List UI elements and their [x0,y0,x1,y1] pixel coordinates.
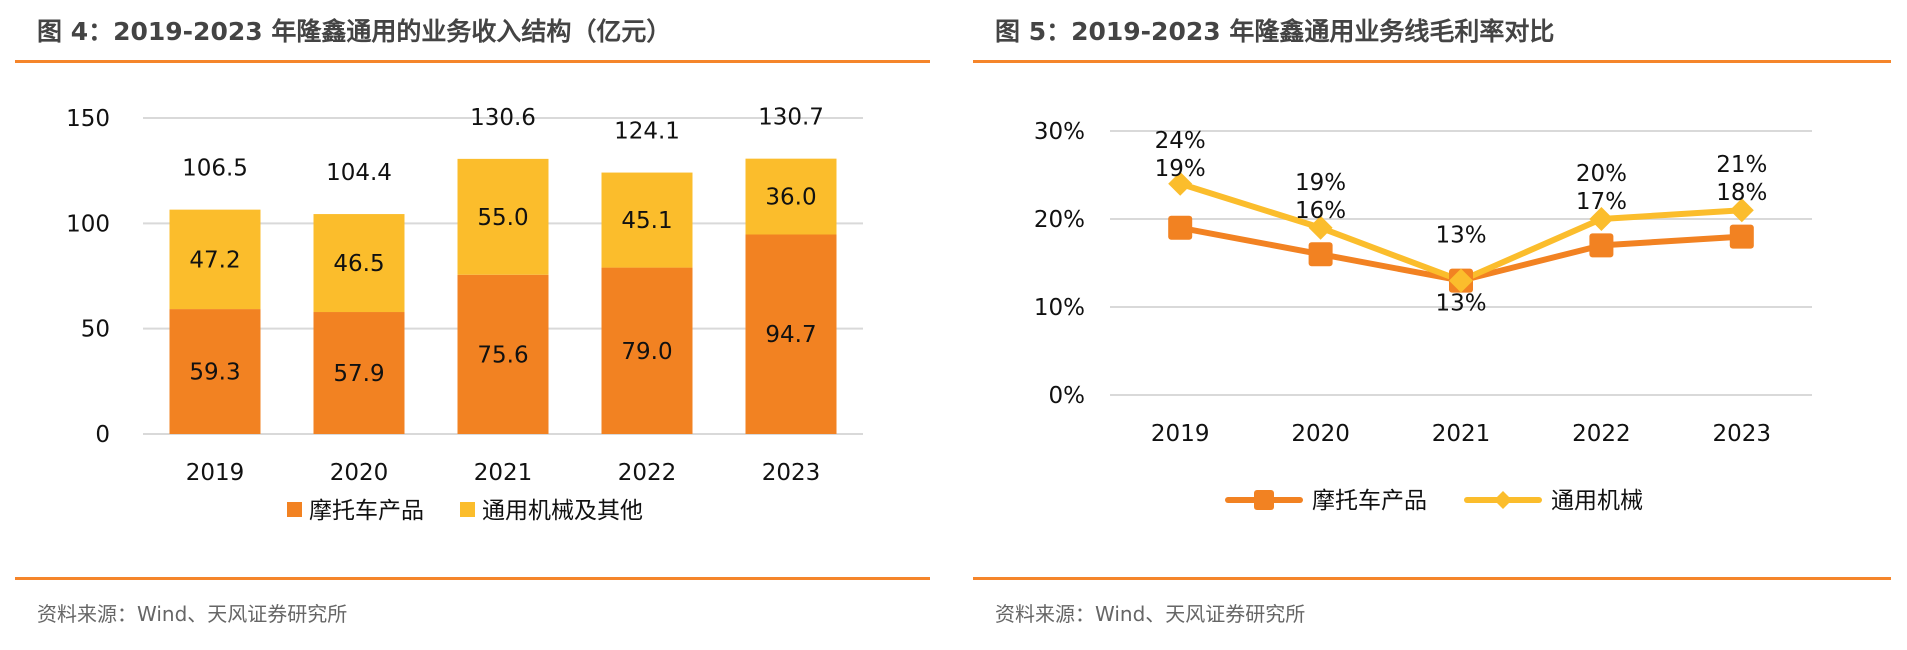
y-tick-label: 50 [81,317,110,343]
legend-swatch [460,502,475,517]
y-tick-label: 30% [1034,119,1085,145]
source-divider [15,577,930,580]
revenue-stacked-bar-chart: 0 50 100 150 59.3 47.2 106.5 2019 57.9 46.5 104.4 2… [66,105,863,524]
figure-5-panel: 图 5：2019-2023 年隆鑫通用业务线毛利率对比 0% 10% 20% 30% 2… [973,0,1891,650]
x-tick-label: 2019 [186,460,245,486]
y-tick-label: 10% [1034,295,1085,321]
marker-square [1589,233,1614,258]
data-label-general: 20% [1576,161,1627,187]
bar-segment-moto [457,274,549,434]
bar-segment-moto [745,234,837,434]
data-label-general: 24% [1155,128,1206,154]
marker-diamond [1589,207,1614,231]
source-note: 资料来源：Wind、天风证券研究所 [37,602,348,626]
legend-marker-square [1254,490,1274,510]
data-label: 45.1 [621,208,672,234]
marker-diamond [1308,215,1333,240]
marker-square [1168,215,1193,240]
data-label-moto: 16% [1295,198,1346,224]
marker-diamond [1168,171,1193,196]
legend-label: 摩托车产品 [1312,488,1427,514]
data-label: 59.3 [189,360,240,386]
data-label: 94.7 [765,322,816,348]
y-tick-label: 20% [1034,207,1085,233]
y-tick-label: 0 [95,422,110,448]
data-label-moto: 19% [1155,156,1206,182]
y-tick-label: 100 [66,211,110,237]
total-label: 106.5 [182,156,248,182]
total-label: 124.1 [614,119,680,145]
data-label: 47.2 [189,247,240,273]
data-label-moto: 17% [1576,189,1627,215]
source-divider [973,577,1891,580]
total-label: 130.6 [470,105,536,131]
bar-segment-general [745,158,837,235]
title-divider [15,60,930,63]
bar-segment-general [457,158,549,275]
x-tick-label: 2020 [1291,421,1350,447]
x-tick-label: 2022 [618,460,677,486]
x-tick-label: 2023 [762,460,821,486]
data-label-general: 13% [1435,223,1486,249]
data-label: 55.0 [477,205,528,231]
x-tick-label: 2021 [1432,421,1491,447]
gross-margin-line-chart: 0%10%20%30%2019 2020 2021 2022 202324%19%19%… [1034,119,1812,514]
bar-segment-general [169,209,261,310]
figure-4-panel: 图 4：2019-2023 年隆鑫通用的业务收入结构（亿元） 0 50 100 150… [15,0,930,650]
data-label-moto: 18% [1716,180,1767,206]
title-divider [973,60,1891,63]
marker-square [1308,242,1333,267]
data-label-general: 21% [1716,152,1767,178]
figure-5-title: 图 5：2019-2023 年隆鑫通用业务线毛利率对比 [995,17,1555,46]
y-tick-label: 0% [1049,383,1086,409]
legend-marker-diamond [1494,491,1512,509]
marker-diamond [1449,268,1473,293]
legend-label: 通用机械及其他 [482,498,643,524]
x-tick-label: 2021 [474,460,533,486]
data-label: 36.0 [765,185,816,211]
data-label: 75.6 [477,342,528,368]
bar-segment-general [313,214,405,313]
source-note: 资料来源：Wind、天风证券研究所 [995,602,1306,626]
marker-diamond [1729,198,1754,223]
bar-segment-moto [169,309,261,434]
legend-label: 摩托车产品 [309,498,424,524]
figure-4-title: 图 4：2019-2023 年隆鑫通用的业务收入结构（亿元） [37,17,672,46]
bar-segment-moto [313,312,405,434]
bar-segment-general [601,172,693,268]
x-tick-label: 2023 [1713,421,1772,447]
data-label: 46.5 [333,251,384,277]
bar-segment-moto [601,267,693,434]
total-label: 130.7 [758,105,824,131]
data-label-moto: 13% [1435,291,1486,317]
data-label-general: 19% [1295,170,1346,196]
x-tick-label: 2020 [330,460,389,486]
legend-label: 通用机械 [1551,488,1643,514]
data-label: 57.9 [333,361,384,387]
data-label: 79.0 [621,339,672,365]
x-tick-label: 2022 [1572,421,1631,447]
x-tick-label: 2019 [1151,421,1210,447]
marker-square [1729,224,1754,249]
y-tick-label: 150 [66,106,110,132]
legend-swatch [287,502,302,517]
total-label: 104.4 [326,160,392,186]
